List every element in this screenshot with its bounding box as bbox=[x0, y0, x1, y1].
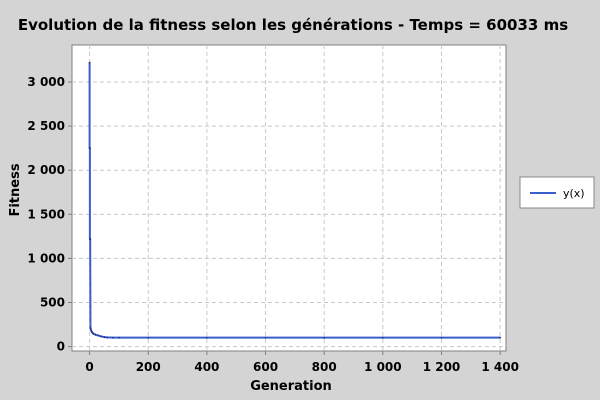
y-tick-label: 3 000 bbox=[27, 75, 65, 89]
y-tick-label: 2 000 bbox=[27, 163, 65, 177]
data-point bbox=[88, 147, 91, 150]
data-point bbox=[106, 336, 109, 339]
data-point bbox=[381, 336, 384, 339]
x-tick-label: 800 bbox=[312, 360, 337, 374]
x-tick-label: 1 200 bbox=[423, 360, 461, 374]
data-point bbox=[88, 61, 91, 64]
x-axis-label: Generation bbox=[250, 379, 332, 394]
data-point bbox=[440, 336, 443, 339]
data-point bbox=[92, 332, 95, 335]
data-point bbox=[100, 335, 103, 338]
data-point bbox=[89, 327, 92, 329]
data-point bbox=[97, 334, 100, 337]
x-tick-label: 0 bbox=[85, 360, 93, 374]
y-tick-label: 500 bbox=[40, 295, 65, 309]
y-tick-label: 0 bbox=[57, 340, 65, 354]
data-point bbox=[103, 336, 106, 338]
chart-title: Evolution de la fitness selon les généra… bbox=[18, 16, 568, 34]
plot-area bbox=[71, 44, 507, 352]
data-point bbox=[94, 333, 97, 336]
x-tick-label: 600 bbox=[253, 360, 278, 374]
axes: 0 200 400 600 800 1 000 1 200 1 400 0 500 1 000 1 5… bbox=[27, 75, 519, 374]
x-tick-label: 400 bbox=[194, 360, 219, 374]
y-tick-label: 1 000 bbox=[27, 251, 65, 265]
x-tick-label: 200 bbox=[136, 360, 161, 374]
data-point bbox=[147, 336, 150, 339]
data-point bbox=[118, 336, 120, 339]
data-point bbox=[205, 336, 208, 339]
data-point bbox=[264, 336, 267, 339]
x-tick-label: 1 000 bbox=[364, 360, 402, 374]
data-point bbox=[91, 331, 93, 333]
x-tick-label: 1 400 bbox=[481, 360, 519, 374]
y-tick-label: 2 500 bbox=[27, 119, 65, 133]
data-point bbox=[89, 238, 92, 240]
data-point bbox=[499, 336, 502, 339]
data-point bbox=[323, 336, 326, 339]
y-axis-label: Fitness bbox=[8, 163, 23, 216]
legend: y(x) bbox=[519, 176, 595, 209]
data-point bbox=[90, 329, 92, 332]
data-point bbox=[112, 336, 114, 339]
y-tick-label: 1 500 bbox=[27, 207, 65, 221]
legend-label: y(x) bbox=[563, 187, 585, 200]
series-layer bbox=[88, 61, 502, 339]
grid bbox=[72, 45, 506, 351]
